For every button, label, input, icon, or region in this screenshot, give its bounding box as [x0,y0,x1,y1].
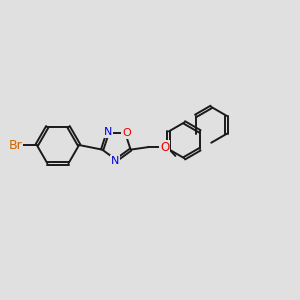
Text: N: N [103,127,112,137]
Text: O: O [122,128,131,138]
Text: Br: Br [8,139,22,152]
Text: O: O [160,141,169,154]
Text: N: N [111,156,119,166]
